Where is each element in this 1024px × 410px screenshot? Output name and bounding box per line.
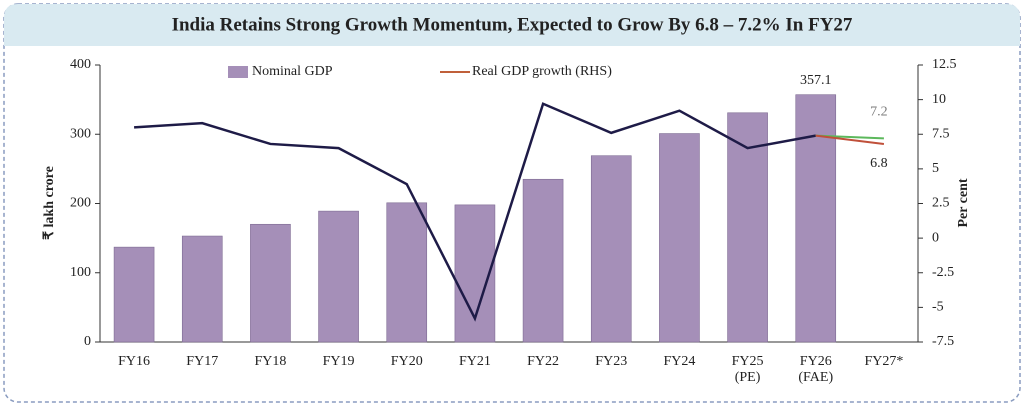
chart-title: India Retains Strong Growth Momentum, Ex… [172,14,853,35]
projection-line [815,134,885,145]
y2-tick-label: 10 [932,92,946,107]
x-tick-label: FY24 [663,354,696,369]
bar [318,210,359,343]
y2-tick-label: 2.5 [932,196,950,211]
bar [386,202,428,343]
x-tick-label: FY23 [595,354,628,369]
y2-tick-label: 12.5 [932,57,957,72]
y2-tick-label: 0 [932,230,939,245]
bar [795,94,837,343]
y2-tick-label: -5 [932,300,944,315]
y2-tick-label: 5 [932,161,939,176]
bar [522,178,564,343]
x-tick-label: FY26 (FAE) [798,354,834,385]
x-tick-label: FY16 [118,354,151,369]
legend-swatch [228,66,248,78]
y2-tick-label: -7.5 [932,334,954,349]
data-label: 357.1 [800,73,832,88]
bar [590,155,632,343]
bar [250,223,291,343]
y2-tick-label: -2.5 [932,265,954,280]
x-tick-label: FY21 [458,354,491,369]
y2-axis-label: Per cent [956,178,971,227]
x-tick-label: FY18 [254,354,287,369]
projection-label: 6.8 [870,156,888,171]
bar [181,235,223,343]
y-tick-label: 200 [70,196,91,211]
y-axis-label: ₹ lakh crore [42,166,57,240]
y-tick-label: 400 [70,57,91,72]
y-tick-label: 300 [70,126,91,141]
bar [659,133,700,343]
y-tick-label: 0 [84,334,91,349]
x-tick-label: FY19 [322,354,355,369]
title-band [4,4,1020,46]
legend-label: Nominal GDP [252,64,333,79]
bar [113,246,155,343]
x-tick-label: FY22 [527,354,560,369]
x-tick-label: FY25 (PE) [731,354,764,385]
line-series [134,102,816,322]
x-tick-label: FY20 [390,354,423,369]
bar [727,112,768,343]
projection-label: 7.2 [870,105,888,120]
x-tick-label: FY27* [864,354,904,369]
y-tick-label: 100 [70,265,91,280]
legend-label: Real GDP growth (RHS) [472,64,612,79]
y2-tick-label: 7.5 [932,126,950,141]
x-tick-label: FY17 [186,354,219,369]
